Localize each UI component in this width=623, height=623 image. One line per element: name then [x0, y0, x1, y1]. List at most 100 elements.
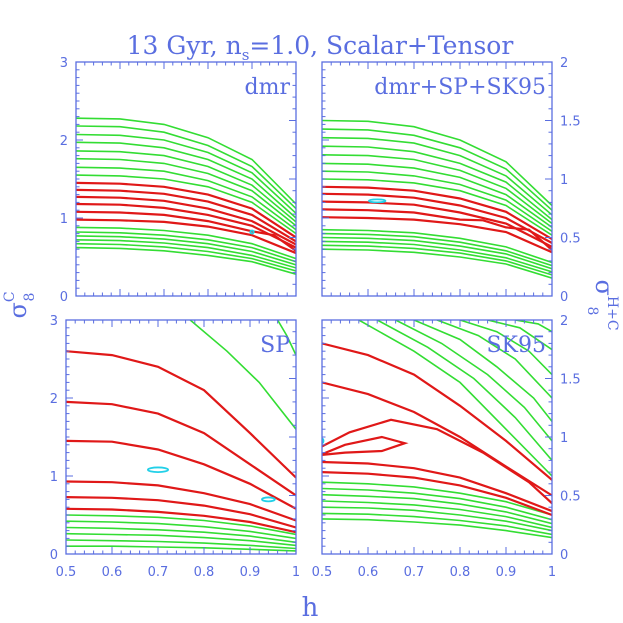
- peak-contour-2-0: [146, 466, 170, 474]
- green-contour-2-3: [66, 520, 296, 540]
- x-tick-label: 0.5: [56, 565, 77, 580]
- peak-contour-0-0: [249, 229, 255, 235]
- green-contour-3-1: [376, 320, 552, 461]
- red-contour-1-1: [322, 192, 552, 244]
- ylabel-right-base: σ: [590, 279, 618, 295]
- green-contour-2-6: [66, 539, 296, 550]
- red-contour-0-4: [76, 210, 296, 252]
- green-contour-3-4: [436, 320, 552, 399]
- panel-1: dmr+SP+SK95 0 0.5 1 1.5 2: [321, 56, 581, 305]
- contour-group-2: [66, 320, 296, 552]
- red-contour-2-1: [66, 400, 296, 497]
- x-tick-label: 0.9: [240, 565, 261, 580]
- ylabel-left-sup: C: [2, 291, 18, 302]
- green-contour-1-10: [322, 236, 552, 270]
- green-contour-0-8: [76, 226, 296, 260]
- panel-label-3: SK95: [486, 333, 546, 358]
- y-right-tick-label: 0: [560, 290, 568, 305]
- y-right-tick-label: 2: [560, 56, 568, 71]
- red-contour-1-0: [322, 185, 552, 241]
- green-contour-3-2: [395, 320, 552, 442]
- green-contour-0-3: [76, 141, 296, 219]
- green-contour-3-10: [322, 493, 552, 525]
- x-tick-label: 0.8: [194, 565, 215, 580]
- y-axis-label-left: σC 8: [2, 291, 38, 318]
- green-contour-1-1: [322, 128, 552, 211]
- green-contour-1-3: [322, 145, 552, 221]
- green-contour-0-1: [76, 125, 296, 210]
- contour-group-0: [76, 117, 296, 275]
- green-contour-1-4: [322, 154, 552, 225]
- red-contour-2-4: [66, 496, 296, 529]
- green-contour-2-7: [66, 545, 296, 552]
- green-contour-3-12: [322, 506, 552, 532]
- y-right-tick-label: 0.5: [560, 490, 581, 505]
- y-right-tick-label: 0.5: [560, 232, 581, 247]
- svg-text:σH+C8: σH+C 8: [584, 279, 620, 330]
- green-contour-3-13: [322, 512, 552, 536]
- peak-contour-2-1: [261, 496, 276, 503]
- red-contour-2-2: [66, 439, 296, 510]
- red-contour-3-2: [322, 435, 409, 456]
- x-tick-label: 1: [548, 565, 556, 580]
- x-tick-label: 0.8: [450, 565, 471, 580]
- contour-group-3: [322, 320, 552, 539]
- green-contour-0-5: [76, 157, 296, 227]
- green-contour-3-7: [515, 320, 552, 333]
- y-right-tick-label: 1: [560, 173, 568, 188]
- y-left-tick-label: 1: [60, 212, 68, 227]
- green-contour-1-8: [322, 228, 552, 264]
- y-right-tick-label: 2: [560, 314, 568, 329]
- red-contour-3-1: [322, 381, 552, 497]
- red-contour-1-4: [322, 216, 552, 254]
- green-contour-1-9: [322, 232, 552, 267]
- green-contour-2-1: [276, 320, 296, 356]
- red-contour-0-5: [76, 218, 296, 255]
- ylabel-left-sub: 8: [22, 293, 38, 302]
- x-tick-label: 0.7: [148, 565, 169, 580]
- red-contour-2-0: [66, 350, 296, 479]
- red-contour-2-5: [66, 507, 296, 534]
- x-tick-label: 0.9: [496, 565, 517, 580]
- chart-title: 13 Gyr, ns=1.0, Scalar+Tensor: [127, 31, 514, 64]
- x-tick-label: 0.6: [358, 565, 379, 580]
- green-contour-1-6: [322, 170, 552, 232]
- green-contour-0-13: [76, 246, 296, 275]
- panel-3: SK95 0 0.5 1 1.5 2 0.5 0.6 0.7 0.8 0.9 1: [312, 314, 581, 580]
- title-main: 13 Gyr, n: [127, 31, 242, 60]
- ylabel-left-base: σ: [4, 302, 32, 318]
- green-contour-0-7: [76, 174, 296, 235]
- y-left-tick-label: 3: [60, 56, 68, 71]
- y-left-tick-label: 1: [50, 470, 58, 485]
- red-contour-3-4: [322, 460, 552, 513]
- red-contour-0-3: [76, 202, 296, 249]
- green-contour-3-9: [322, 487, 552, 521]
- contour-group-1: [322, 119, 552, 279]
- green-contour-1-2: [322, 136, 552, 216]
- green-contour-3-3: [413, 320, 552, 422]
- panel-label-0: dmr: [245, 75, 291, 100]
- green-contour-1-7: [322, 178, 552, 236]
- red-contour-2-3: [66, 480, 296, 522]
- red-contour-3-5: [322, 471, 552, 517]
- panel-0: dmr 0 1 2 3: [60, 56, 297, 305]
- green-contour-2-0: [189, 320, 296, 430]
- x-tick-label: 1: [292, 565, 300, 580]
- x-tick-label: 0.7: [404, 565, 425, 580]
- red-contour-1-3: [322, 208, 552, 251]
- green-contour-1-5: [322, 162, 552, 229]
- y-right-tick-label: 1: [560, 431, 568, 446]
- green-contour-3-0: [358, 320, 552, 477]
- y-left-tick-label: 0: [50, 548, 58, 563]
- green-contour-0-2: [76, 133, 296, 214]
- title-rest: =1.0, Scalar+Tensor: [249, 31, 513, 60]
- y-left-tick-label: 3: [50, 314, 58, 329]
- green-contour-0-12: [76, 242, 296, 272]
- green-contour-3-5: [459, 320, 552, 376]
- green-contour-3-6: [487, 320, 552, 351]
- x-tick-label: 0.5: [312, 565, 333, 580]
- y-left-tick-label: 2: [50, 392, 58, 407]
- green-contour-1-13: [322, 248, 552, 279]
- red-contour-3-0: [322, 342, 552, 481]
- y-right-tick-label: 1.5: [560, 373, 581, 388]
